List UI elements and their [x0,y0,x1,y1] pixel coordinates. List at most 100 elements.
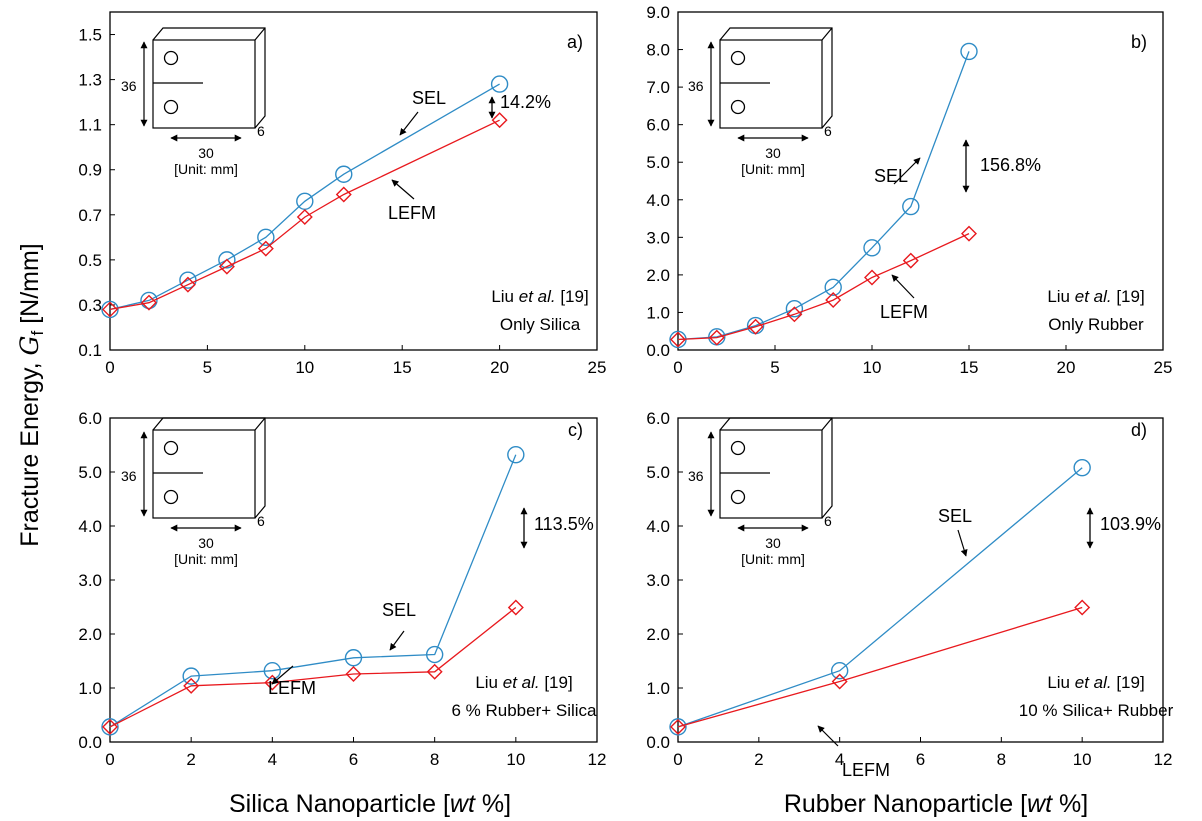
x-tick-label: 12 [1154,750,1173,769]
thickness-dimension-label: 6 [824,123,832,139]
series-line-lefm [677,606,1083,728]
x-tick-label: 10 [1073,750,1092,769]
source-note-reference: Liu et al. [19] [475,673,572,692]
specimen-corner-edge [254,417,266,431]
specimen-inset: 36 30 6 [Unit: mm] [121,27,266,177]
series-annotation-sel: SEL [412,88,446,108]
y-tick-label: 0.0 [78,733,102,752]
specimen-hole-bottom [163,489,179,505]
specimen-inset: 36 30 6 [Unit: mm] [121,417,266,567]
series-line-lefm [677,233,970,341]
specimen-hole-bottom [730,99,746,115]
plot-frame [109,11,598,351]
data-point-sel [257,228,275,247]
lefm-pointer-arrow [271,665,294,685]
series-annotation-lefm: LEFM [880,302,928,322]
y-tick-label: 3.0 [646,228,670,247]
panel-label: a) [567,32,583,52]
width-dimension-label: 30 [198,145,214,161]
sel-pointer-arrow [893,157,921,185]
data-point-lefm [786,306,803,323]
x-tick-label: 2 [186,750,195,769]
height-dimension-label: 36 [121,468,137,484]
x-tick-label: 20 [490,358,509,377]
x-tick-label: 6 [349,750,358,769]
thickness-dimension-label: 6 [824,513,832,529]
panel-d: 0.0 1.0 2.0 3.0 4.0 5.0 6.0 0 2 4 6 8 10 12 SEL LEFM 103… [646,409,1173,780]
series-annotation-sel: SEL [938,506,972,526]
data-point-lefm [491,112,508,129]
panel-b: 0.0 1.0 2.0 3.0 4.0 5.0 6.0 7.0 8.0 9.0 0 5 10 15 20 25… [646,3,1172,377]
thickness-dimension-label: 6 [257,123,265,139]
y-tick-label: 1.1 [78,116,102,135]
x-tick-label: 8 [430,750,439,769]
series-annotation-lefm: LEFM [388,203,436,223]
x-tick-label: 15 [393,358,412,377]
specimen-hole-top [730,50,746,66]
y-tick-label: 1.0 [646,303,670,322]
y-tick-label: 1.5 [78,26,102,45]
data-point-lefm [902,252,919,269]
x-tick-label: 2 [754,750,763,769]
increase-percentage-label: 156.8% [980,155,1041,175]
height-dimension-label: 36 [688,468,704,484]
panel-a: 0.1 0.3 0.5 0.7 0.9 1.1 1.3 1.5 0 5 10 15 20 25 SEL LEF… [78,11,606,377]
unit-label: [Unit: mm] [741,551,805,567]
series-line-lefm [109,119,500,311]
data-point-lefm [831,673,848,690]
x-tick-label: 5 [770,358,779,377]
series-line-sel [677,51,970,341]
width-dimension-label: 30 [198,535,214,551]
specimen-hole-bottom [163,99,179,115]
data-point-lefm [335,186,352,203]
panel-label: d) [1131,420,1147,440]
data-point-lefm [102,301,118,318]
panel-label: b) [1131,32,1147,52]
y-tick-label: 7.0 [646,78,670,97]
y-tick-label: 0.3 [78,296,102,315]
x-tick-label: 0 [673,750,682,769]
width-dimension-label: 30 [765,535,781,551]
x-tick-label: 5 [203,358,212,377]
x-tick-label: 0 [105,750,114,769]
y-tick-label: 2.0 [646,266,670,285]
source-note-condition: 10 % Silica+ Rubber [1019,701,1174,720]
x-tick-label: 8 [997,750,1006,769]
x-axis-title-left: Silica Nanoparticle [wt %] [229,790,511,818]
series-annotation-sel: SEL [382,600,416,620]
unit-label: [Unit: mm] [174,551,238,567]
y-tick-label: 6.0 [78,409,102,428]
specimen-corner-edge [821,417,833,431]
data-point-lefm [257,240,274,257]
y-tick-label: 0.0 [646,733,670,752]
x-tick-label: 10 [506,750,525,769]
y-tick-label: 0.0 [646,341,670,360]
y-tick-label: 0.1 [78,341,102,360]
plot-frame [109,417,598,743]
series-annotation-sel: SEL [874,166,908,186]
lefm-pointer-arrow [891,274,915,299]
x-tick-label: 10 [295,358,314,377]
unit-label: [Unit: mm] [174,161,238,177]
specimen-front-face [152,429,256,519]
lefm-pointer-arrow [391,179,415,200]
x-tick-label: 12 [588,750,607,769]
x-tick-label: 4 [268,750,277,769]
y-tick-label: 1.3 [78,71,102,90]
data-point-lefm [426,663,443,680]
specimen-inset: 36 30 6 [Unit: mm] [688,417,833,567]
y-tick-label: 4.0 [646,191,670,210]
y-tick-label: 0.9 [78,161,102,180]
y-tick-label: 1.0 [646,679,670,698]
increase-percentage-label: 113.5% [534,514,594,534]
y-tick-label: 6.0 [646,409,670,428]
data-point-sel [101,718,119,736]
data-point-sel [490,75,509,93]
thickness-dimension-label: 6 [257,513,265,529]
specimen-front-face [719,39,823,129]
specimen-hole-top [163,50,179,66]
data-point-sel [179,271,197,289]
y-tick-label: 2.0 [646,625,670,644]
x-tick-label: 6 [916,750,925,769]
sel-pointer-arrow [399,111,419,136]
